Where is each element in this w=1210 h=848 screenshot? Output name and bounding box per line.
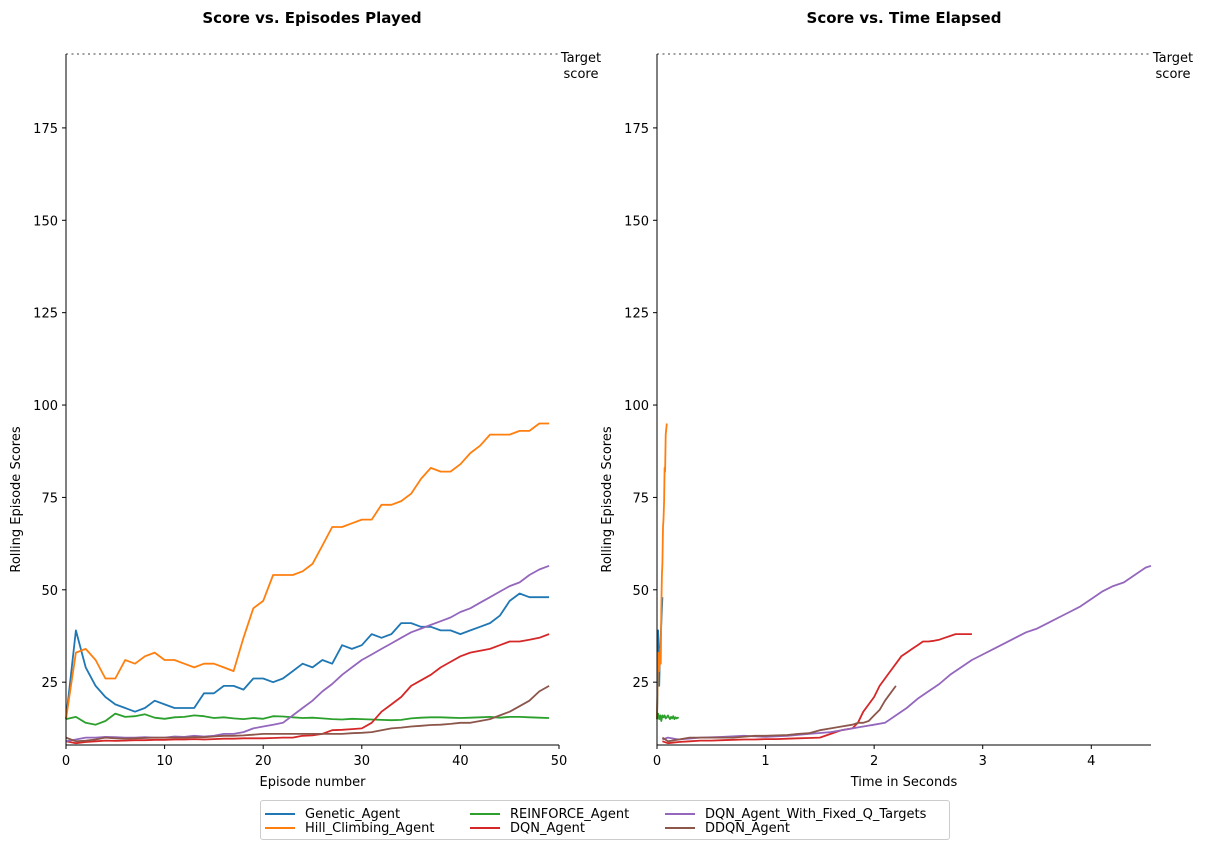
- legend-label: REINFORCE_Agent: [510, 806, 630, 822]
- x-tick-label: 10: [156, 754, 173, 769]
- target-label: score: [1156, 67, 1191, 82]
- legend-label: Hill_Climbing_Agent: [305, 820, 435, 836]
- legend-label: DQN_Agent_With_Fixed_Q_Targets: [705, 806, 927, 822]
- series-line: [656, 423, 668, 720]
- legend-swatch: [265, 827, 295, 829]
- y-tick-label: 25: [41, 676, 58, 691]
- y-tick-label: 150: [624, 214, 649, 229]
- x-tick-label: 0: [653, 754, 661, 769]
- legend-item-reinforce: REINFORCE_Agent: [470, 806, 665, 822]
- x-tick-label: 30: [354, 754, 371, 769]
- legend-label: Genetic_Agent: [305, 806, 401, 822]
- legend: Genetic_Agent REINFORCE_Agent DQN_Agent_…: [260, 800, 950, 840]
- chart-title: Score vs. Time Elapsed: [807, 9, 1002, 27]
- chart-title: Score vs. Episodes Played: [202, 9, 421, 27]
- y-tick-label: 50: [41, 584, 58, 599]
- x-tick-label: 4: [1087, 754, 1095, 769]
- legend-swatch: [470, 827, 500, 829]
- target-label: score: [564, 67, 599, 82]
- y-tick-label: 125: [624, 307, 649, 322]
- series-line: [662, 633, 972, 745]
- legend-item-fixed-q: DQN_Agent_With_Fixed_Q_Targets: [665, 806, 955, 822]
- y-tick-label: 25: [632, 676, 649, 691]
- series-line: [662, 564, 1152, 741]
- series-line: [656, 712, 679, 722]
- y-tick-label: 100: [33, 399, 58, 414]
- y-tick-label: 50: [632, 584, 649, 599]
- y-axis-label: Rolling Episode Scores: [9, 426, 24, 572]
- y-tick-label: 75: [41, 491, 58, 506]
- x-axis-label: Time in Seconds: [850, 775, 958, 790]
- x-tick-label: 3: [979, 754, 987, 769]
- series-line: [65, 592, 550, 720]
- y-tick-label: 175: [33, 122, 58, 137]
- x-tick-label: 1: [761, 754, 769, 769]
- series-line: [661, 685, 897, 743]
- target-label: Target: [560, 51, 601, 66]
- y-tick-label: 75: [632, 491, 649, 506]
- legend-swatch: [265, 813, 295, 815]
- x-tick-label: 20: [255, 754, 272, 769]
- legend-item-hill-climbing: Hill_Climbing_Agent: [265, 820, 470, 836]
- x-axis-label: Episode number: [260, 775, 367, 790]
- x-tick-label: 50: [551, 754, 568, 769]
- x-tick-label: 40: [452, 754, 469, 769]
- y-tick-label: 150: [33, 214, 58, 229]
- y-tick-label: 100: [624, 399, 649, 414]
- target-label: Target: [1152, 51, 1193, 66]
- legend-swatch: [470, 813, 500, 815]
- legend-item-dqn: DQN_Agent: [470, 820, 665, 836]
- legend-swatch: [665, 813, 695, 815]
- y-tick-label: 125: [33, 307, 58, 322]
- x-tick-label: 2: [870, 754, 878, 769]
- legend-item-genetic: Genetic_Agent: [265, 806, 470, 822]
- y-axis-label: Rolling Episode Scores: [600, 426, 615, 572]
- legend-label: DDQN_Agent: [705, 820, 790, 836]
- y-tick-label: 175: [624, 122, 649, 137]
- series-line: [65, 633, 550, 745]
- series-line: [65, 422, 550, 720]
- series-line: [65, 685, 550, 743]
- legend-label: DQN_Agent: [510, 820, 585, 836]
- legend-item-ddqn: DDQN_Agent: [665, 820, 955, 836]
- series-line: [65, 712, 550, 726]
- legend-swatch: [665, 827, 695, 829]
- x-tick-label: 0: [62, 754, 70, 769]
